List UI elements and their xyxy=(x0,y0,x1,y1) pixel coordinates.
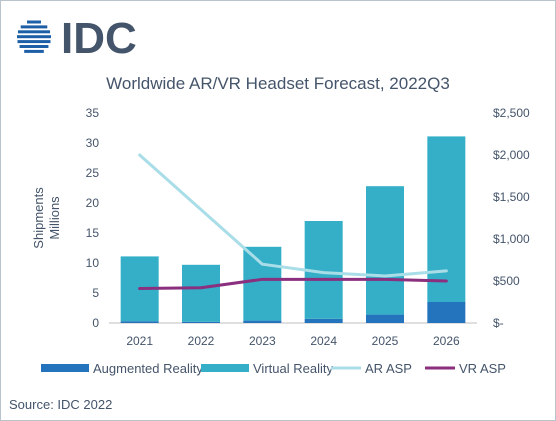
y-tick-label: 0 xyxy=(92,316,99,330)
y-tick-label: 10 xyxy=(86,256,100,270)
source-note: Source: IDC 2022 xyxy=(9,397,112,412)
x-tick-label: 2022 xyxy=(188,334,215,348)
legend-swatch xyxy=(201,364,249,372)
line-ar-asp xyxy=(138,153,448,278)
y2-tick-label: $2,500 xyxy=(493,106,530,120)
bar-virtual-reality xyxy=(427,136,466,302)
idc-logo: IDC xyxy=(17,14,137,63)
bar-augmented-reality xyxy=(304,318,343,323)
y2-tick-label: $- xyxy=(493,316,504,330)
x-tick-label: 2025 xyxy=(372,334,399,348)
globe-stripe xyxy=(17,35,51,39)
x-tick-label: 2024 xyxy=(310,334,337,348)
legend-label: VR ASP xyxy=(459,361,506,376)
legend: Augmented Reality Virtual Reality AR ASP VR… xyxy=(41,361,506,376)
globe-stripe xyxy=(27,20,41,24)
bar-augmented-reality xyxy=(120,321,159,323)
y-axis-title: Shipments Millions xyxy=(31,187,62,249)
y-axis-title-line1: Shipments xyxy=(31,187,46,249)
legend-item-vr-asp: VR ASP xyxy=(425,361,506,376)
plot-area: 05101520253035$-$500$1,000$1,500$2,000$2… xyxy=(86,106,530,348)
line-vr-asp xyxy=(138,277,448,291)
legend-item-ar-asp: AR ASP xyxy=(331,361,412,376)
y-tick-label: 15 xyxy=(86,226,100,240)
globe-stripe xyxy=(20,25,48,29)
y2-tick-label: $1,500 xyxy=(493,190,530,204)
bar-augmented-reality xyxy=(427,302,466,323)
y2-tick-label: $500 xyxy=(493,274,520,288)
y-tick-label: 20 xyxy=(86,196,100,210)
legend-swatch xyxy=(41,364,89,372)
bar-augmented-reality xyxy=(182,321,220,323)
legend-item-augmented-reality: Augmented Reality xyxy=(41,361,203,376)
legend-label: Augmented Reality xyxy=(93,361,203,376)
y-tick-label: 35 xyxy=(86,106,100,120)
legend-label: AR ASP xyxy=(365,361,412,376)
globe-stripe xyxy=(17,40,51,44)
x-tick-label: 2026 xyxy=(433,334,460,348)
idc-logo-text: IDC xyxy=(61,14,137,63)
legend-label: Virtual Reality xyxy=(253,361,333,376)
bar-virtual-reality xyxy=(366,186,404,315)
bar-virtual-reality xyxy=(243,246,282,321)
chart-title: Worldwide AR/VR Headset Forecast, 2022Q3 xyxy=(106,74,450,93)
bar-virtual-reality xyxy=(182,264,220,322)
legend-item-virtual-reality: Virtual Reality xyxy=(201,361,333,376)
y-tick-label: 5 xyxy=(92,286,99,300)
bar-augmented-reality xyxy=(366,314,404,323)
y-tick-label: 25 xyxy=(86,166,100,180)
x-tick-label: 2023 xyxy=(249,334,276,348)
y2-tick-label: $1,000 xyxy=(493,232,530,246)
globe-stripe xyxy=(24,49,44,53)
globe-stripe xyxy=(17,30,51,34)
y-axis-title-line2: Millions xyxy=(47,196,62,240)
y-tick-label: 30 xyxy=(86,136,100,150)
bar-augmented-reality xyxy=(243,320,282,323)
y2-tick-label: $2,000 xyxy=(493,148,530,162)
x-tick-label: 2021 xyxy=(126,334,153,348)
globe-stripe xyxy=(19,45,49,48)
globe-icon xyxy=(17,20,51,53)
